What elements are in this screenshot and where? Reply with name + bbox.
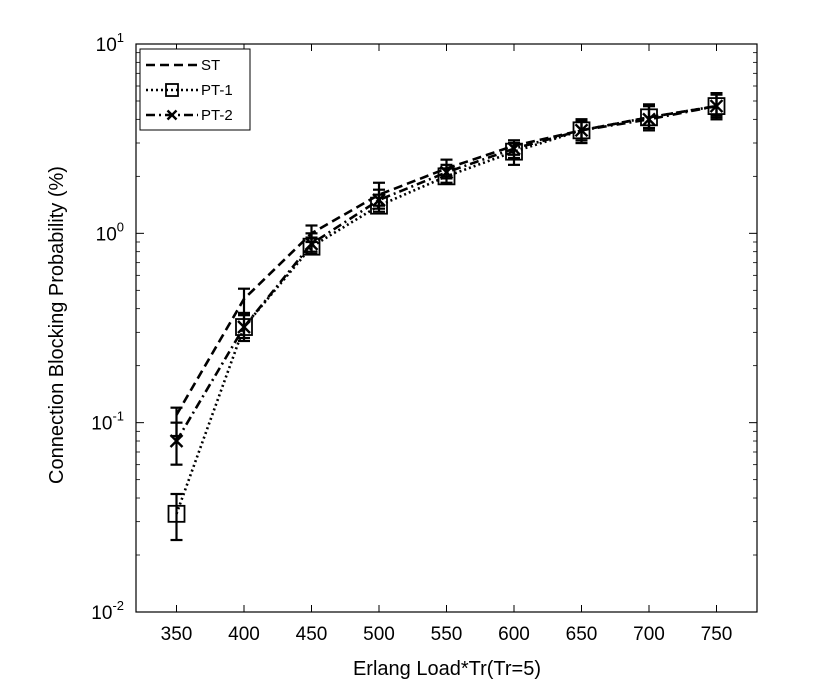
marker-pt-2-500-stroke-b (372, 193, 386, 207)
legend-label-pt-1: PT-1 (201, 82, 233, 99)
marker-pt-2-400 (237, 320, 251, 334)
x-tick-label-450: 450 (296, 624, 328, 645)
series-line-st (175, 104, 717, 416)
x-tick-label-500: 500 (363, 624, 395, 645)
marker-pt-2-750 (709, 99, 724, 113)
legend-marker-pt-1 (165, 83, 179, 97)
marker-pt-2-500 (372, 193, 386, 207)
legend-label-st: ST (201, 57, 220, 74)
legend-marker-pt-2 (166, 109, 178, 121)
marker-pt-2-550-stroke-b (439, 165, 454, 180)
x-tick-label-350: 350 (161, 624, 193, 645)
marker-pt-1-350 (167, 504, 186, 523)
marker-pt-2-650 (574, 123, 589, 138)
error-bar-pt-2-350 (170, 421, 183, 466)
marker-pt-2-450 (304, 236, 319, 251)
y-tick-label-0: 100 (96, 219, 124, 245)
plot-layer (167, 92, 726, 542)
marker-pt-2-750-stroke-b (709, 99, 724, 113)
error-bar-pt-1-350 (170, 492, 183, 542)
marker-pt-2-600-stroke-b (507, 141, 521, 156)
axes-layer: 350 400 450 500 550 600 650 700 750 10-2 10-1 100 10… (91, 30, 758, 645)
legend-box (139, 48, 251, 131)
marker-pt-2-450-stroke-b (304, 236, 319, 251)
marker-pt-2-350-stroke-b (169, 434, 184, 448)
x-tick-label-700: 700 (633, 624, 665, 645)
y-tick-label--2: 10-2 (91, 598, 124, 624)
x-tick-label-650: 650 (566, 624, 598, 645)
legend-label-pt-2: PT-2 (201, 107, 233, 124)
marker-pt-2-550 (439, 165, 454, 180)
marker-pt-2-600 (507, 141, 521, 156)
x-tick-label-550: 550 (431, 624, 463, 645)
x-axis-label: Erlang Load*Tr(Tr=5) (353, 658, 541, 680)
x-tick-label-750: 750 (701, 624, 733, 645)
marker-pt-2-400-stroke-b (237, 320, 251, 334)
y-axis-label: Connection Blocking Probability (%) (46, 166, 68, 484)
error-bar-st-400 (238, 287, 250, 317)
marker-pt-2-700-stroke-b (642, 112, 656, 127)
legend-marker-pt-2-stroke-b (166, 109, 178, 121)
x-tick-label-400: 400 (228, 624, 260, 645)
legend: ST PT-1 PT-2 (139, 48, 251, 131)
marker-pt-2-350 (169, 434, 184, 448)
y-tick-label-1: 101 (96, 30, 124, 56)
marker-pt-2-700 (642, 112, 656, 127)
marker-pt-2-650-stroke-b (574, 123, 589, 138)
y-tick-label--1: 10-1 (91, 409, 124, 435)
series-line-pt-2 (175, 104, 717, 442)
x-tick-label-600: 600 (498, 624, 530, 645)
